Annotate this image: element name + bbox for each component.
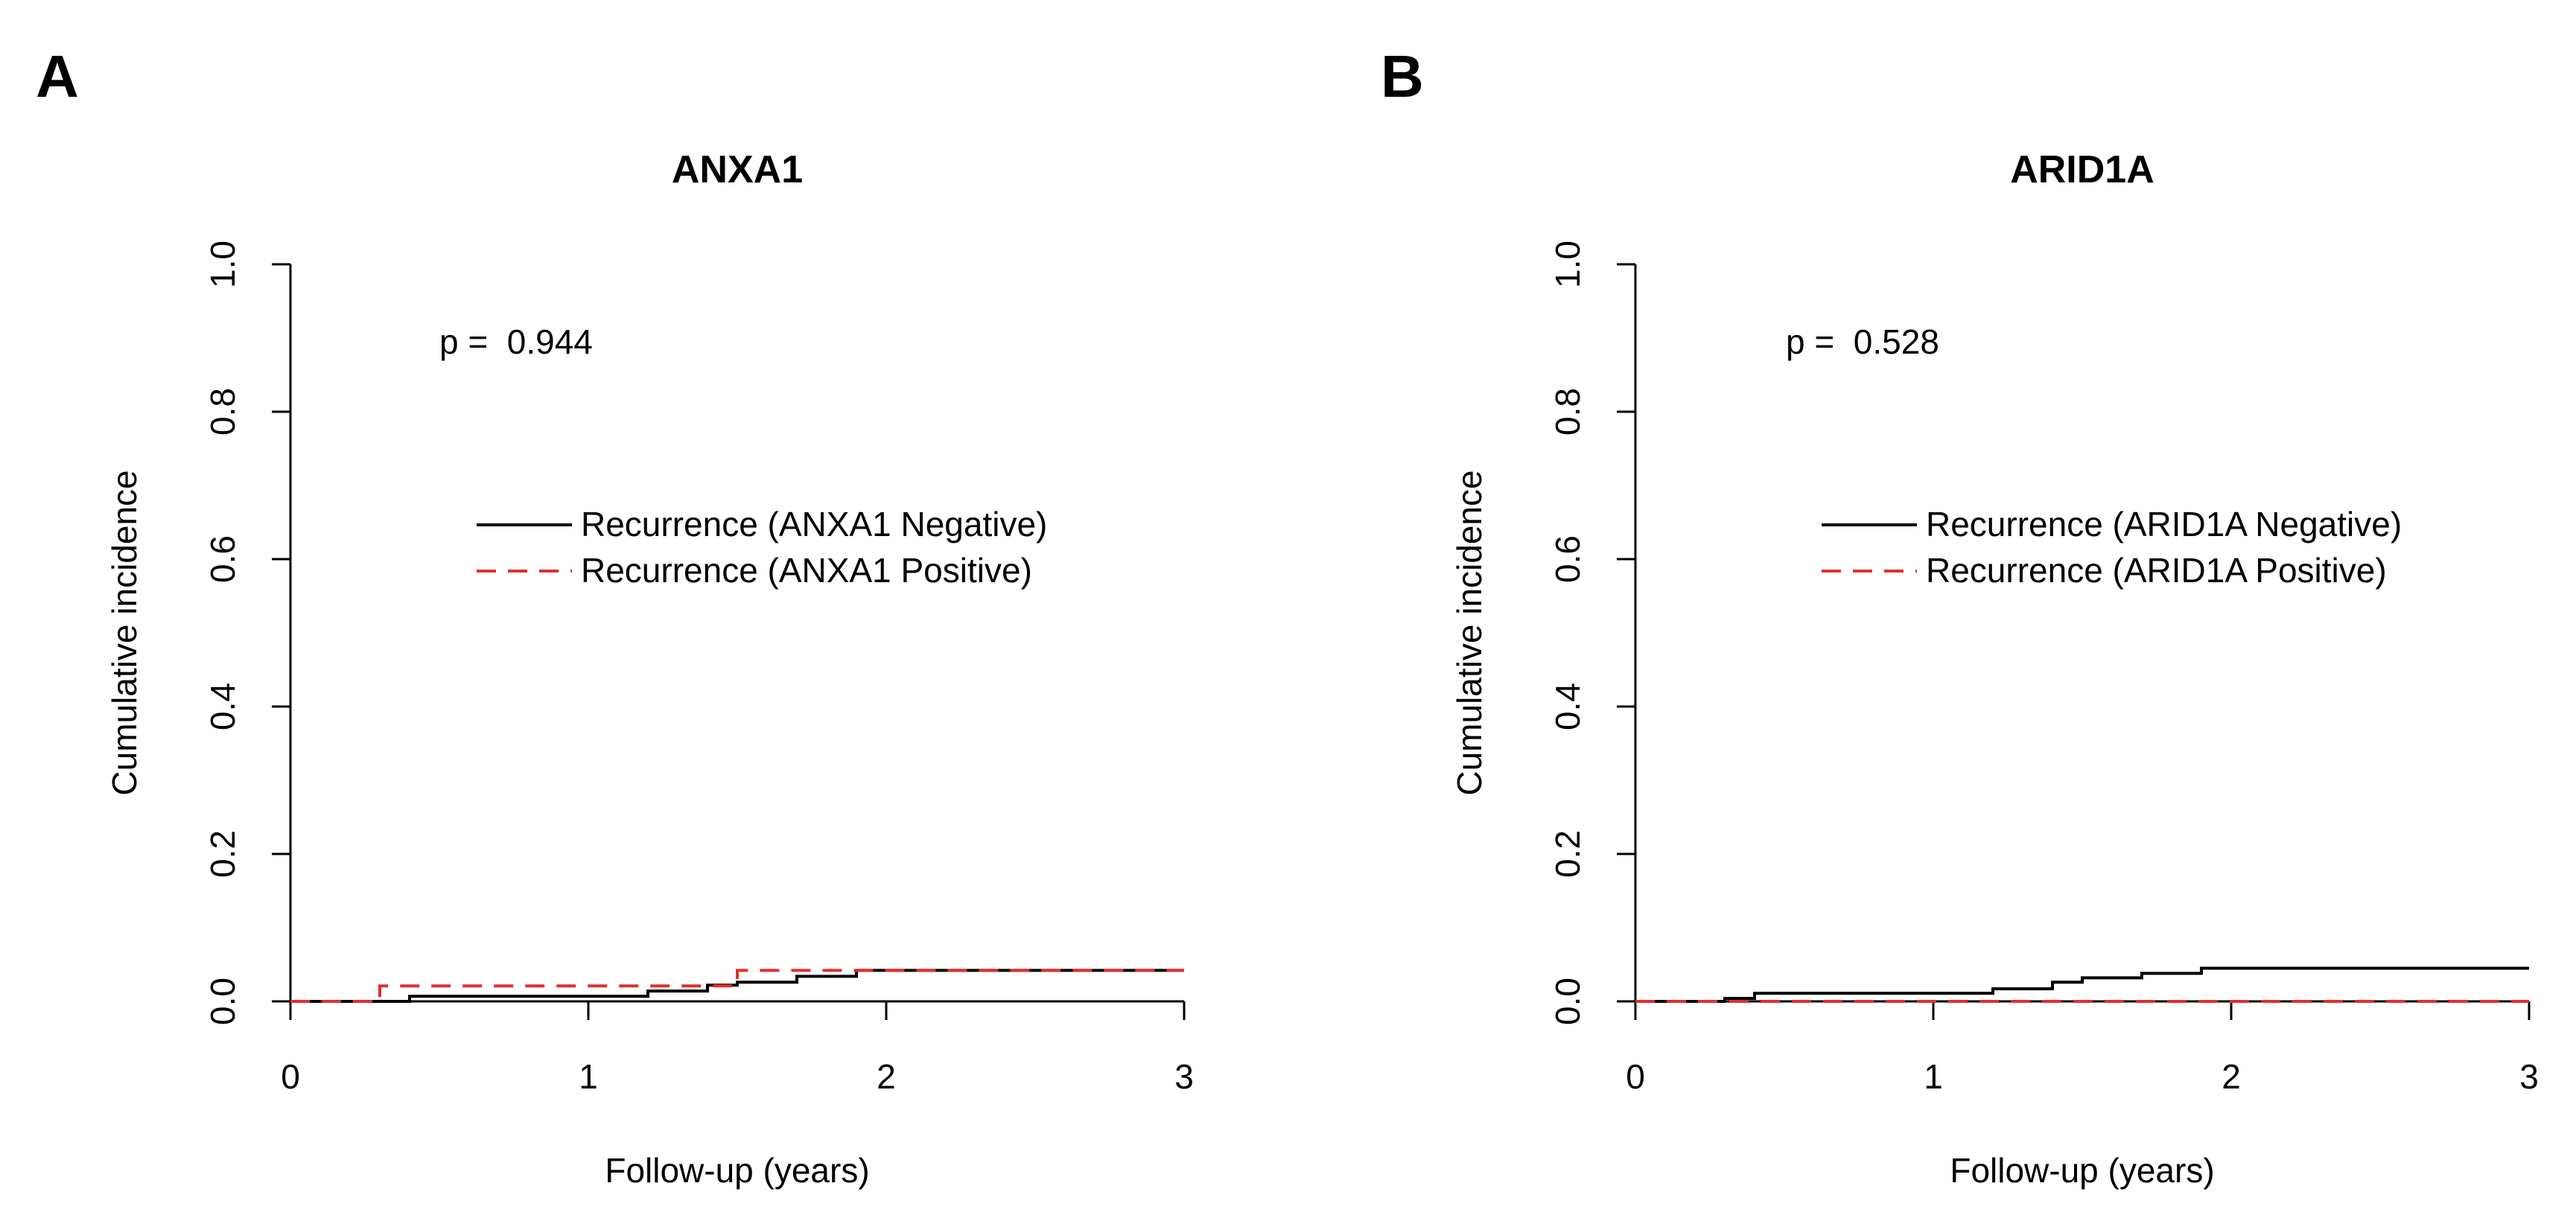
legend-label: Recurrence (ARID1A Negative) [1926,505,2402,543]
x-tick-label: 2 [2222,1057,2241,1096]
legend: Recurrence (ARID1A Negative) Recurrence (… [1822,505,2402,590]
y-tick-label: 0.2 [203,830,242,878]
series-line-positive [290,969,1184,1003]
y-tick-label: 0.8 [203,388,242,436]
y-axis: 0.0 0.2 0.4 0.6 0.8 1.0 [203,240,292,1025]
legend-label: Recurrence (ARID1A Positive) [1926,551,2387,590]
chart-title: ARID1A [2010,148,2154,191]
y-tick-label: 1.0 [203,240,242,288]
chart-title: ANXA1 [672,148,803,191]
x-tick-label: 3 [1174,1057,1194,1096]
y-tick-label: 1.0 [1548,240,1587,288]
panel-label: A [36,43,79,109]
x-tick-label: 2 [877,1057,896,1096]
legend-label: Recurrence (ANXA1 Negative) [581,505,1047,543]
x-tick-label: 0 [1626,1057,1645,1096]
y-tick-label: 0.8 [1548,388,1587,436]
y-tick-label: 0.4 [203,683,242,730]
p-value: p = 0.944 [439,322,593,361]
y-tick-label: 0.6 [1548,535,1587,583]
x-axis: 0 1 2 3 [1626,1000,2539,1096]
y-tick-label: 0.0 [203,978,242,1025]
y-tick-label: 0.0 [1548,978,1587,1025]
x-axis: 0 1 2 3 [281,1000,1194,1096]
chart-panel-b: B ARID1A 0 1 2 3 0.0 0.2 0.4 0.6 0.8 1.0 Follow-up (… [1381,43,2539,1190]
y-axis: 0.0 0.2 0.4 0.6 0.8 1.0 [1548,240,1637,1025]
chart-panel-a: A ANXA1 0 1 2 3 0.0 0.2 0.4 0.6 0.8 1.0 Follow-up (y… [36,43,1194,1190]
x-tick-label: 0 [281,1057,300,1096]
y-axis-title: Cumulative incidence [1450,470,1489,795]
x-axis-title: Follow-up (years) [1950,1151,2214,1190]
y-tick-label: 0.6 [203,535,242,583]
x-tick-label: 1 [1924,1057,1943,1096]
x-tick-label: 1 [579,1057,598,1096]
x-axis-title: Follow-up (years) [605,1151,869,1190]
series-line-negative [1635,966,2529,1003]
x-tick-label: 3 [2519,1057,2539,1096]
p-value: p = 0.528 [1786,322,1939,361]
y-tick-label: 0.4 [1548,683,1587,730]
legend-label: Recurrence (ANXA1 Positive) [581,551,1032,590]
legend: Recurrence (ANXA1 Negative) Recurrence (A… [477,505,1047,590]
panel-label: B [1381,43,1424,109]
y-tick-label: 0.2 [1548,830,1587,878]
y-axis-title: Cumulative incidence [105,470,144,795]
